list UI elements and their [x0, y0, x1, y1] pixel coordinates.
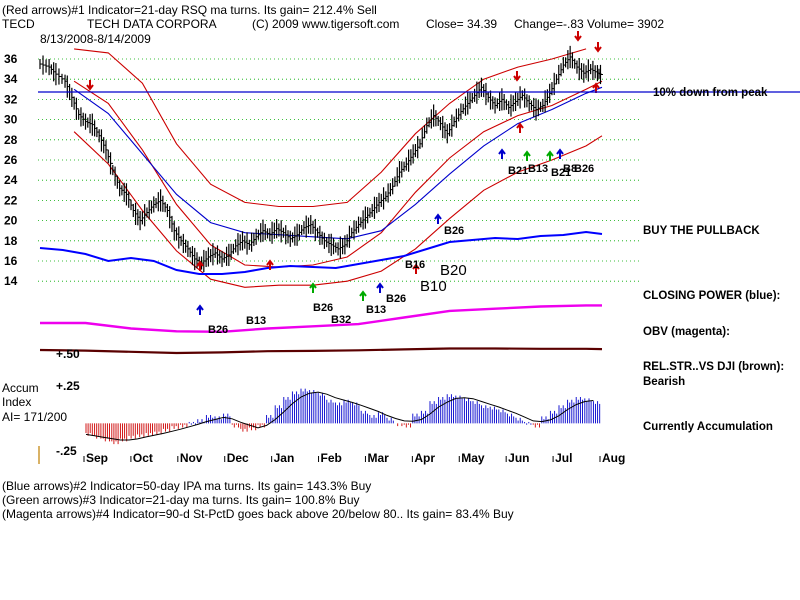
minus25-label: -.25	[56, 444, 77, 458]
signal-label: B32	[331, 314, 351, 326]
footer-blue-arrows: (Blue arrows)#2 Indicator=50-day IPA ma …	[2, 479, 371, 493]
month-label: Nov	[180, 451, 203, 465]
ma50-line	[73, 86, 603, 240]
red-buy-arrow	[266, 259, 274, 270]
signal-label: B20	[440, 262, 467, 279]
closing-power-line	[39, 230, 603, 275]
signal-label: B26	[444, 225, 464, 237]
buy-pullback-label: BUY THE PULLBACK	[643, 225, 760, 237]
peak-line-label: 10% down from peak	[653, 87, 768, 99]
red-buy-arrow	[196, 260, 204, 271]
signal-label: B13	[528, 163, 548, 175]
date-range: 8/13/2008-8/14/2009	[40, 32, 151, 46]
month-label: Apr	[414, 451, 435, 465]
footer-magenta-arrows: (Magenta arrows)#4 Indicator=90-d St-Pct…	[2, 507, 514, 521]
close-price: Close= 34.39	[426, 17, 497, 31]
blue-buy-arrow	[556, 148, 564, 159]
footer-green-arrows: (Green arrows)#3 Indicator=21-day ma tur…	[2, 493, 360, 507]
closing-power-label: CLOSING POWER (blue):	[643, 290, 780, 302]
ticker-symbol: TECD	[2, 17, 35, 31]
y-tick-label: 22	[4, 193, 18, 207]
y-tick-label: 26	[4, 153, 18, 167]
y-tick-label: 20	[4, 214, 18, 228]
signal-label: B26	[208, 324, 228, 336]
accum-ma-line	[85, 391, 594, 441]
price-change: Change=-.83	[514, 17, 584, 31]
plus50-label: +.50	[56, 347, 80, 361]
blue-buy-arrow	[498, 148, 506, 159]
month-label: Oct	[133, 451, 153, 465]
signal-label: B10	[420, 278, 447, 295]
month-label: Dec	[227, 451, 249, 465]
green-buy-arrow	[523, 150, 531, 161]
price-axis: 14 16 18 20 22 24 26 28 30 32 34 36	[4, 52, 18, 288]
volume: Volume= 3902	[587, 17, 664, 31]
relstr-label: REL.STR..VS DJI (brown):	[643, 361, 784, 373]
month-label: Aug	[602, 451, 625, 465]
accum-status: Currently Accumulation	[643, 421, 773, 433]
signal-label: B13	[366, 304, 386, 316]
y-tick-label: 24	[4, 173, 18, 187]
month-label: Feb	[321, 451, 342, 465]
signal-label: B16	[405, 259, 425, 271]
y-tick-label: 18	[4, 234, 18, 248]
y-tick-label: 28	[4, 133, 18, 147]
y-tick-label: 16	[4, 254, 18, 268]
month-label: Mar	[367, 451, 389, 465]
signal-label: B26	[313, 302, 333, 314]
red-sell-arrow	[513, 71, 521, 82]
signal-label: B13	[246, 315, 266, 327]
obv-label: OBV (magenta):	[643, 326, 730, 338]
red-buy-arrow	[412, 263, 420, 274]
month-axis: Sep Oct Nov Dec Jan Feb Mar Apr May Jun Jul Aug	[83, 451, 625, 465]
y-tick-label: 30	[4, 113, 18, 127]
month-label: May	[461, 451, 485, 465]
signal-label: B21	[551, 167, 571, 179]
accum-index-panel	[85, 388, 601, 445]
obv-line	[40, 304, 602, 334]
y-tick-label: 32	[4, 92, 18, 106]
month-label: Jul	[555, 451, 572, 465]
company-name: TECH DATA CORPORA	[87, 17, 217, 31]
plus25-label: +.25	[56, 379, 80, 393]
red-sell-arrow	[86, 80, 94, 91]
green-buy-arrow	[359, 290, 367, 301]
y-tick-label: 14	[4, 274, 18, 288]
middle-band-line	[73, 80, 603, 268]
index-title: Index	[2, 395, 31, 409]
copyright: (C) 2009 www.tigersoft.com	[252, 17, 399, 31]
relstr-status: Bearish	[643, 376, 685, 388]
y-tick-label: 36	[4, 52, 18, 66]
signal-label: B26	[574, 163, 594, 175]
y-tick-label: 34	[4, 72, 18, 86]
green-buy-arrow	[546, 150, 554, 161]
lower-band-line	[73, 131, 603, 288]
blue-buy-arrow	[434, 213, 442, 224]
month-label: Jun	[508, 451, 529, 465]
blue-buy-arrow	[196, 304, 204, 315]
month-label: Jan	[274, 451, 295, 465]
header-indicator-line: (Red arrows)#1 Indicator=21-day RSQ ma t…	[2, 3, 377, 17]
red-buy-arrow	[516, 122, 524, 133]
blue-buy-arrow	[376, 282, 384, 293]
red-sell-arrow	[574, 31, 582, 42]
rel-strength-line	[39, 347, 603, 355]
green-buy-arrow	[309, 282, 317, 293]
upper-band-line	[74, 48, 587, 208]
red-sell-arrow	[594, 42, 602, 53]
signal-label: B26	[386, 293, 406, 305]
signal-label: B21	[508, 165, 528, 177]
accum-title: Accum	[2, 381, 39, 395]
indicator-lines	[39, 230, 603, 355]
month-label: Sep	[86, 451, 108, 465]
signal-label: B8	[563, 163, 577, 175]
ai-label: AI= 171/200	[2, 410, 67, 424]
